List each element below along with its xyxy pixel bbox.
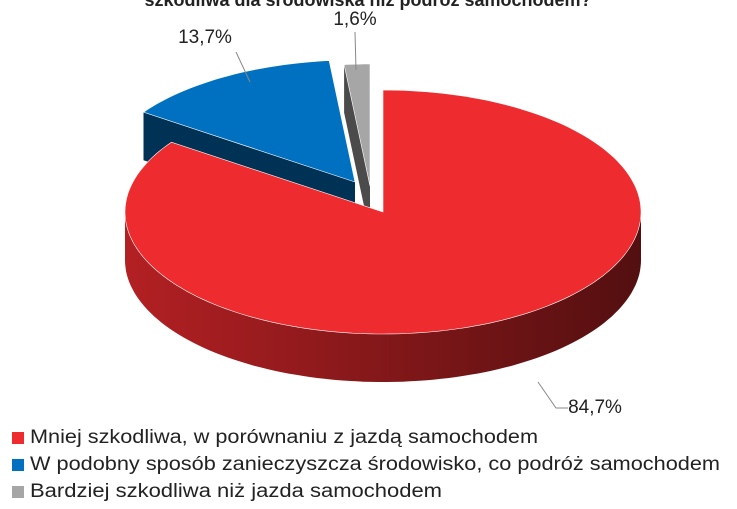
legend-label: W podobny sposób zanieczyszcza środowisk…	[30, 454, 720, 475]
slice	[124, 89, 642, 335]
legend-swatch	[12, 459, 24, 471]
data-label: 84,7%	[568, 397, 622, 418]
leader-line	[235, 51, 251, 83]
chart-title: szkodliwa dla środowiska niż podróż samo…	[144, 0, 591, 10]
legend-swatch	[12, 432, 24, 444]
slice-wall	[125, 212, 641, 382]
legend-swatch	[12, 486, 24, 498]
slice-side	[344, 64, 370, 234]
pie-tops	[124, 60, 642, 335]
data-label: 13,7%	[178, 27, 232, 48]
legend-label: Bardziej szkodliwa niż jazda samochodem	[30, 481, 442, 502]
slice	[142, 60, 356, 183]
slice	[343, 63, 371, 187]
legend-label: Mniej szkodliwa, w porównaniu z jazdą sa…	[30, 427, 538, 448]
data-label: 1,6%	[333, 9, 376, 30]
leader-line	[354, 31, 357, 71]
leader-line	[537, 381, 568, 409]
